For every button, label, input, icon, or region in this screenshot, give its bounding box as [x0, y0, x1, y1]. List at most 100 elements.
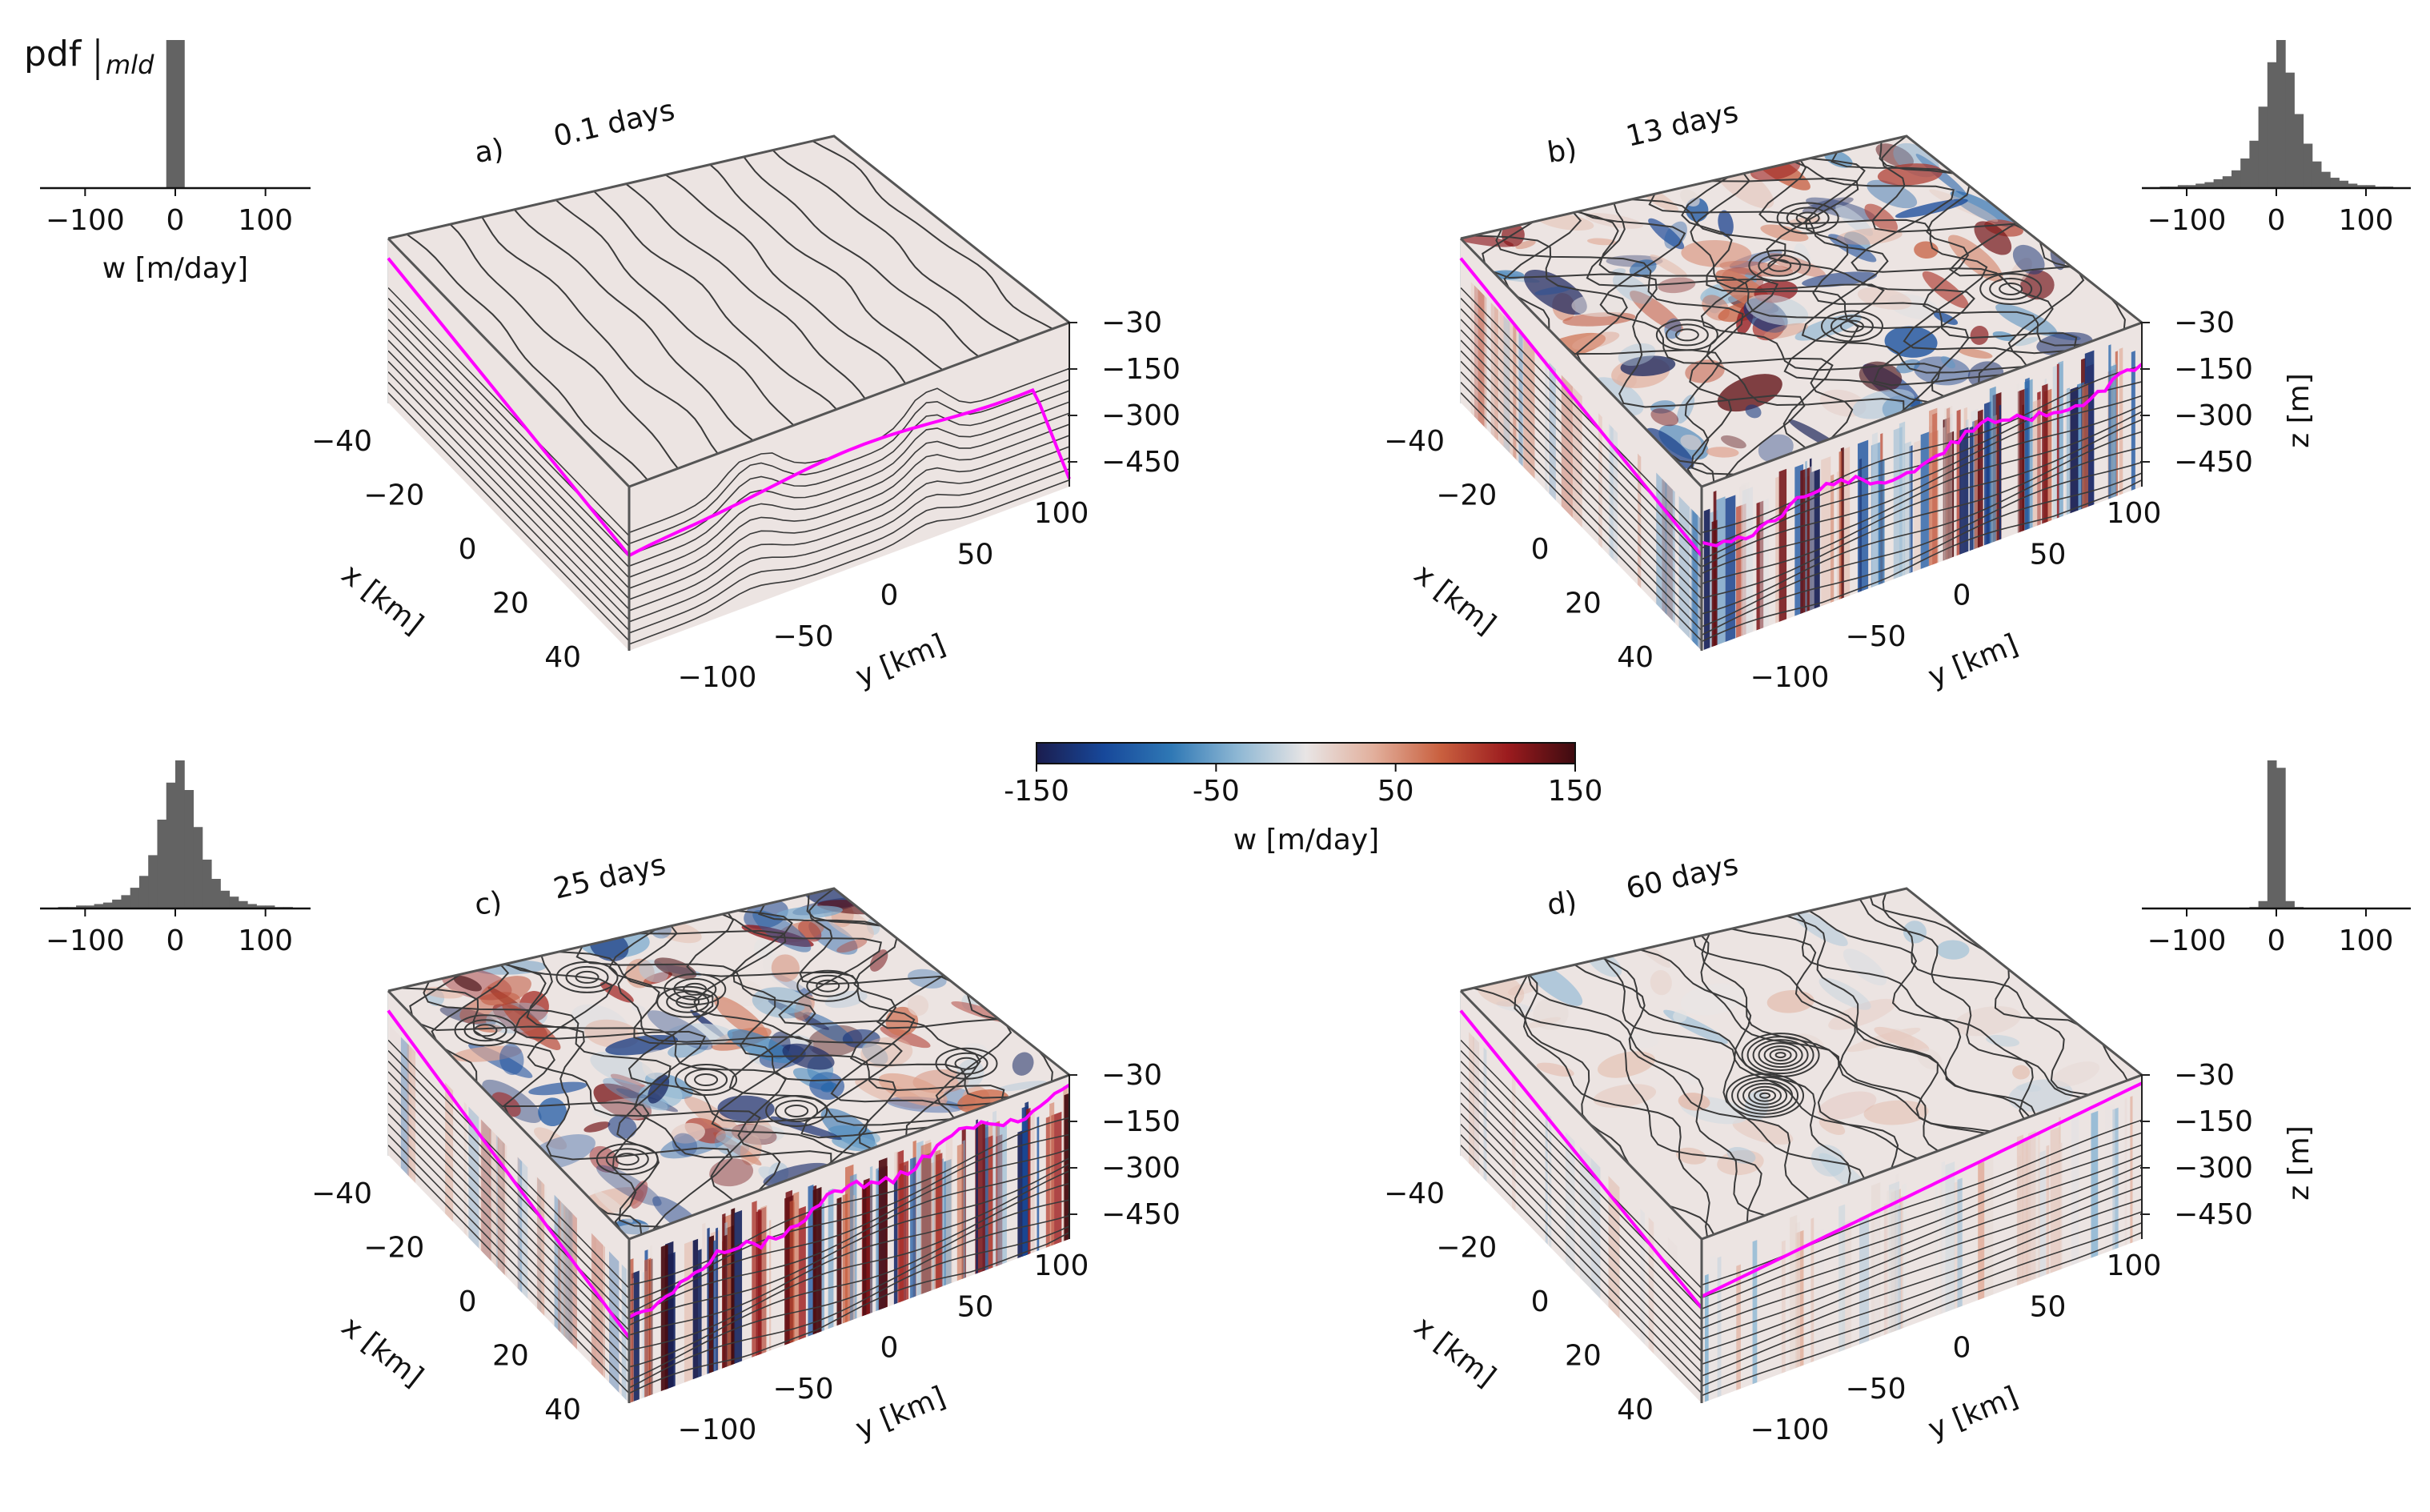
top-eddy-contour — [463, 1019, 507, 1042]
front-face-stripe — [1969, 426, 1974, 551]
top-contour — [513, 209, 754, 442]
top-face-patch — [1874, 1026, 1930, 1052]
y-tick-label: 100 — [2107, 497, 2162, 530]
front-isopycnal — [629, 423, 1069, 589]
front-face-stripe — [1893, 427, 1903, 580]
top-contour — [1503, 211, 1722, 487]
left-face-stripe — [1508, 320, 1518, 462]
front-face-stripe — [756, 1209, 762, 1356]
left-face-stripe — [1503, 315, 1510, 454]
top-eddy-contour — [1759, 1092, 1771, 1099]
top-contour — [558, 951, 869, 1166]
top-face-patch — [1836, 227, 1903, 245]
front-isopycnal — [1702, 1185, 2142, 1353]
left-face-stripe — [563, 1204, 573, 1346]
left-isopycnal — [388, 360, 629, 610]
top-eddy-contour — [684, 1069, 728, 1092]
histogram-bar — [2276, 768, 2286, 908]
histogram-bar — [2213, 178, 2223, 188]
top-face-patch — [820, 1082, 837, 1093]
top-face-patch — [752, 910, 812, 953]
top-contour — [423, 981, 672, 1228]
histogram-bar — [138, 876, 149, 908]
top-face-patch — [709, 1158, 754, 1187]
front-isopycnal — [629, 1117, 1069, 1286]
left-isopycnal — [388, 1092, 629, 1342]
left-isopycnal — [1461, 1061, 1702, 1310]
top-face-patch — [608, 1115, 637, 1139]
front-face-stripe — [1871, 1182, 1881, 1341]
z-axis-label: z [m] — [2283, 1125, 2316, 1201]
front-isopycnal — [629, 379, 1069, 545]
z-tick-label: −30 — [2174, 307, 2235, 339]
left-face-stripe — [1473, 1036, 1480, 1174]
front-isopycnal — [629, 468, 1069, 634]
x-tick-label: 0 — [1531, 533, 1550, 566]
top-face-patch — [907, 995, 929, 1017]
histogram-bar — [166, 782, 176, 908]
top-face-patch — [630, 1180, 648, 1209]
top-eddy-contour — [664, 973, 727, 1005]
top-contour — [406, 233, 648, 481]
top-contour — [1586, 203, 1905, 411]
front-face-stripe — [692, 1238, 699, 1380]
top-eddy-contour — [1754, 1089, 1777, 1102]
x-tick-label: −40 — [1384, 1177, 1445, 1210]
x-tick-label: −20 — [1436, 1232, 1497, 1265]
top-contour — [1758, 159, 2027, 367]
histogram-bar — [2339, 180, 2349, 188]
left-face-stripe — [1478, 289, 1487, 430]
histogram-bar — [2285, 72, 2295, 188]
histogram-bar — [220, 890, 231, 908]
top-eddy-contour — [575, 970, 599, 984]
y-tick-label: −50 — [1846, 1373, 1907, 1406]
top-eddy-contour — [615, 1153, 640, 1166]
front-isopycnal — [1702, 1211, 2142, 1377]
top-contour — [1578, 211, 1834, 449]
top-face-patch — [1818, 1091, 1877, 1120]
histogram-bar — [166, 40, 176, 188]
left-isopycnal — [388, 371, 629, 621]
top-eddy-contour — [1731, 1076, 1799, 1115]
front-face-stripe — [1031, 1109, 1035, 1253]
front-face-stripe — [768, 1219, 772, 1351]
front-isopycnal — [1702, 472, 2142, 636]
left-face-stripe — [482, 1120, 492, 1262]
left-face-stripe — [1591, 1158, 1601, 1299]
front-face-stripe — [2131, 351, 2135, 491]
panel-title: 60 days — [1623, 848, 1742, 906]
x-axis-label: x [km] — [1408, 1310, 1502, 1394]
top-face-patch — [1682, 1072, 1699, 1085]
front-face-stripe — [1717, 1256, 1722, 1398]
left-face-stripe — [1565, 1131, 1575, 1273]
histogram-tick-label: 100 — [238, 924, 293, 957]
top-contour — [686, 912, 955, 1119]
top-eddy-contour — [595, 1143, 659, 1176]
top-face-patch — [1958, 348, 1993, 359]
front-face-stripe — [2065, 388, 2070, 515]
front-face-stripe — [1957, 1177, 1963, 1308]
top-face-patch — [594, 1189, 633, 1223]
z-tick-label: −30 — [1101, 307, 1162, 339]
front-face-stripe — [1725, 495, 1736, 642]
top-eddy-contour — [1748, 249, 1811, 282]
histogram-bar — [2177, 185, 2187, 188]
y-tick-label: 0 — [880, 1332, 899, 1365]
top-contour — [593, 191, 837, 411]
panel-label: c) — [473, 886, 504, 922]
top-face-patch — [1536, 1062, 1574, 1077]
top-face-patch — [1650, 400, 1676, 414]
front-face-stripe — [2016, 1134, 2024, 1286]
left-face-stripe — [1549, 362, 1556, 501]
colorbar-tick-label: 50 — [1377, 775, 1414, 808]
left-face-stripe — [1484, 295, 1495, 438]
front-isopycnal — [629, 1199, 1069, 1368]
y-tick-label: 50 — [957, 1290, 994, 1323]
top-eddy-contour — [473, 1024, 498, 1037]
top-face-patch — [1664, 221, 1687, 250]
top-contour — [721, 913, 981, 1137]
left-face-field — [388, 1025, 629, 1403]
histogram-bar — [130, 888, 140, 908]
front-face-stripe — [1947, 431, 1955, 559]
front-face-stripe — [992, 1110, 997, 1268]
